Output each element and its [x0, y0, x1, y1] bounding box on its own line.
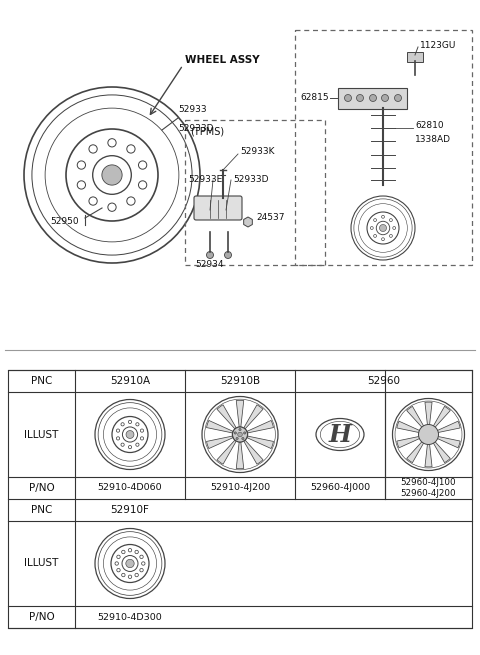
Text: 52910-4D300: 52910-4D300: [97, 612, 162, 622]
Circle shape: [421, 427, 436, 441]
Circle shape: [102, 165, 122, 185]
Text: 52933D: 52933D: [178, 124, 214, 133]
Circle shape: [232, 427, 248, 442]
Circle shape: [345, 94, 351, 102]
Text: 52910F: 52910F: [110, 505, 149, 515]
Text: 52933D: 52933D: [233, 176, 268, 185]
Text: 52910A: 52910A: [110, 376, 150, 386]
Circle shape: [370, 94, 376, 102]
Polygon shape: [397, 436, 422, 448]
Circle shape: [380, 225, 386, 231]
Text: 62815: 62815: [300, 94, 329, 102]
Polygon shape: [425, 402, 432, 427]
Text: 52910B: 52910B: [220, 376, 260, 386]
Text: 1338AD: 1338AD: [415, 136, 451, 145]
Circle shape: [357, 94, 363, 102]
Circle shape: [238, 432, 242, 437]
Circle shape: [236, 438, 238, 440]
Bar: [8, 370, 472, 628]
Polygon shape: [432, 406, 450, 429]
Text: (TPMS): (TPMS): [190, 127, 224, 137]
Text: PNC: PNC: [31, 376, 52, 386]
Text: PNC: PNC: [31, 505, 52, 515]
Polygon shape: [432, 440, 450, 462]
Polygon shape: [247, 436, 274, 449]
Polygon shape: [397, 421, 422, 433]
Circle shape: [426, 432, 431, 437]
Text: 52934: 52934: [196, 260, 224, 269]
FancyBboxPatch shape: [407, 52, 423, 62]
Circle shape: [126, 559, 134, 568]
Polygon shape: [425, 441, 432, 467]
Text: P/NO: P/NO: [29, 612, 54, 622]
Text: 62810: 62810: [415, 121, 444, 130]
Circle shape: [419, 424, 439, 445]
Polygon shape: [247, 421, 274, 433]
Text: 52950: 52950: [50, 217, 79, 227]
Polygon shape: [407, 406, 425, 429]
Bar: [295, 30, 472, 265]
Polygon shape: [435, 436, 460, 448]
Polygon shape: [244, 440, 263, 464]
Circle shape: [430, 437, 432, 440]
Text: 52960-4J000: 52960-4J000: [310, 483, 370, 493]
Circle shape: [425, 437, 427, 440]
Polygon shape: [206, 421, 233, 433]
Text: WHEEL ASSY: WHEEL ASSY: [185, 55, 260, 65]
Circle shape: [395, 94, 401, 102]
Text: 1123GU: 1123GU: [420, 41, 456, 50]
Text: 24537: 24537: [256, 214, 285, 223]
Circle shape: [206, 252, 214, 259]
Polygon shape: [236, 400, 244, 427]
Circle shape: [225, 252, 231, 259]
Text: 52933: 52933: [178, 105, 206, 114]
Polygon shape: [206, 436, 233, 449]
Text: H: H: [328, 422, 351, 447]
Polygon shape: [217, 440, 236, 464]
Circle shape: [126, 430, 134, 438]
Text: ILLUST: ILLUST: [24, 430, 59, 440]
Polygon shape: [407, 440, 425, 462]
FancyBboxPatch shape: [194, 196, 242, 220]
Text: 52910-4D060: 52910-4D060: [98, 483, 162, 493]
Circle shape: [239, 428, 241, 431]
Circle shape: [243, 432, 246, 434]
Polygon shape: [244, 405, 263, 429]
Polygon shape: [217, 405, 236, 429]
Text: 52960: 52960: [367, 376, 400, 386]
Text: 52933E: 52933E: [188, 176, 222, 185]
Circle shape: [427, 429, 430, 431]
Text: ILLUST: ILLUST: [24, 559, 59, 569]
Polygon shape: [236, 442, 244, 469]
Circle shape: [242, 438, 244, 440]
Polygon shape: [435, 421, 460, 433]
Circle shape: [432, 432, 434, 434]
Bar: [185, 120, 325, 265]
FancyBboxPatch shape: [337, 88, 407, 109]
Text: P/NO: P/NO: [29, 483, 54, 493]
Circle shape: [423, 432, 425, 434]
Text: 52910-4J200: 52910-4J200: [210, 483, 270, 493]
Text: 52960-4J100
52960-4J200: 52960-4J100 52960-4J200: [401, 477, 456, 498]
Circle shape: [234, 432, 237, 434]
Text: 52933K: 52933K: [240, 147, 275, 157]
Circle shape: [382, 94, 388, 102]
